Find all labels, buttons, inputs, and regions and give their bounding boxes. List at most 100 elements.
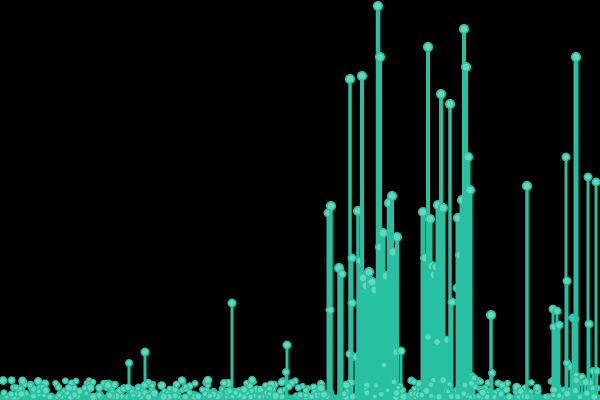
stem	[444, 98, 456, 400]
noise-point-marker	[516, 386, 525, 396]
stem-marker	[460, 380, 469, 389]
noise-point-marker	[171, 391, 180, 400]
noise-point-marker	[589, 384, 597, 392]
stem-marker	[363, 266, 375, 278]
noise-point-marker	[384, 387, 391, 394]
noise-point-marker	[7, 376, 16, 385]
noise-point-marker	[363, 388, 371, 397]
noise-point-marker	[26, 381, 34, 389]
noise-point-marker	[140, 381, 149, 389]
stem	[521, 180, 533, 400]
stem-marker	[372, 0, 384, 12]
noise-point-marker	[307, 392, 316, 400]
stem-marker	[584, 319, 594, 329]
noise-point-marker	[41, 386, 51, 395]
stem-marker	[432, 337, 442, 347]
stem-marker	[347, 253, 357, 263]
noise-point-marker	[377, 390, 386, 399]
stem	[464, 184, 476, 400]
stem	[591, 177, 600, 400]
stem-marker	[391, 231, 403, 243]
stem-marker	[460, 61, 472, 73]
noise-point-marker	[166, 385, 173, 393]
noise-point-marker	[203, 375, 213, 385]
noise-point-marker	[110, 380, 119, 389]
noise-point-marker	[590, 392, 599, 400]
noise-point-marker	[302, 386, 310, 394]
noise-point-marker	[46, 393, 54, 400]
stem-marker	[444, 98, 456, 110]
noise-point-marker	[61, 377, 69, 385]
noise-point-marker	[191, 379, 199, 387]
noise-point-marker	[371, 393, 379, 400]
stem-marker	[347, 298, 357, 308]
stem-marker	[554, 320, 564, 330]
noise-point-marker	[542, 393, 549, 400]
noise-point-marker	[533, 383, 542, 392]
noise-point-marker	[444, 388, 452, 395]
noise-point-marker	[581, 377, 591, 387]
noise-point-marker	[392, 388, 401, 398]
stem-marker	[583, 172, 593, 182]
noise-point-marker	[0, 376, 8, 385]
noise-point-marker	[528, 379, 535, 386]
stem-marker	[521, 180, 533, 192]
noise-point-marker	[502, 385, 511, 394]
noise-point-marker	[390, 378, 398, 386]
noise-band-upper	[0, 375, 599, 400]
noise-point-marker	[266, 390, 273, 397]
stem-marker	[220, 378, 229, 387]
stem-marker	[485, 309, 497, 321]
noise-point-marker	[182, 383, 189, 390]
noise-point-marker	[459, 389, 468, 398]
noise-point-marker	[277, 378, 287, 387]
noise-point-marker	[411, 385, 418, 392]
stem-marker	[140, 347, 150, 357]
stem-marker	[424, 213, 436, 225]
stem-marker	[422, 41, 434, 53]
noise-point-marker	[410, 378, 418, 386]
noise-point-marker	[63, 389, 71, 397]
noise-point-marker	[86, 383, 95, 393]
stems	[125, 0, 600, 400]
noise-point-marker	[427, 381, 435, 389]
stem-marker	[464, 184, 476, 196]
stem-marker	[552, 306, 562, 316]
noise-point-marker	[72, 377, 80, 385]
stem-marker	[423, 332, 433, 342]
stem-marker	[447, 297, 457, 307]
stem-marker	[379, 360, 388, 369]
noise-point-marker	[246, 393, 255, 400]
stem-marker	[487, 368, 496, 377]
noise-point-marker	[372, 381, 380, 390]
noise-point-marker	[181, 393, 190, 400]
noise-point-marker	[497, 390, 505, 398]
noise-point-marker	[467, 393, 474, 400]
noise-point-marker	[75, 387, 84, 396]
noise-point-marker	[56, 391, 63, 399]
noise-point-marker	[549, 391, 557, 399]
stem	[344, 73, 356, 400]
stem-marker	[386, 190, 398, 202]
noise-point-marker	[438, 375, 448, 385]
stem-marker	[561, 152, 571, 162]
stem-marker	[281, 367, 290, 376]
noise-point-marker	[18, 376, 27, 386]
noise-point-marker	[159, 392, 169, 400]
noise-point-marker	[478, 388, 488, 397]
stem-marker	[125, 358, 134, 367]
noise-point-marker	[491, 393, 498, 400]
stem	[432, 337, 442, 400]
noise-point-marker	[105, 391, 114, 400]
noise-point-marker	[129, 392, 137, 399]
noise-point-marker	[341, 380, 351, 390]
noise-point-marker	[239, 385, 249, 394]
noise-point-marker	[12, 384, 20, 391]
noise-point-marker	[243, 380, 250, 387]
stem-marker	[462, 151, 474, 163]
noise-point-marker	[206, 392, 214, 400]
stem	[337, 269, 347, 400]
noise-point-marker	[562, 389, 572, 399]
noise-point-marker	[555, 392, 563, 400]
